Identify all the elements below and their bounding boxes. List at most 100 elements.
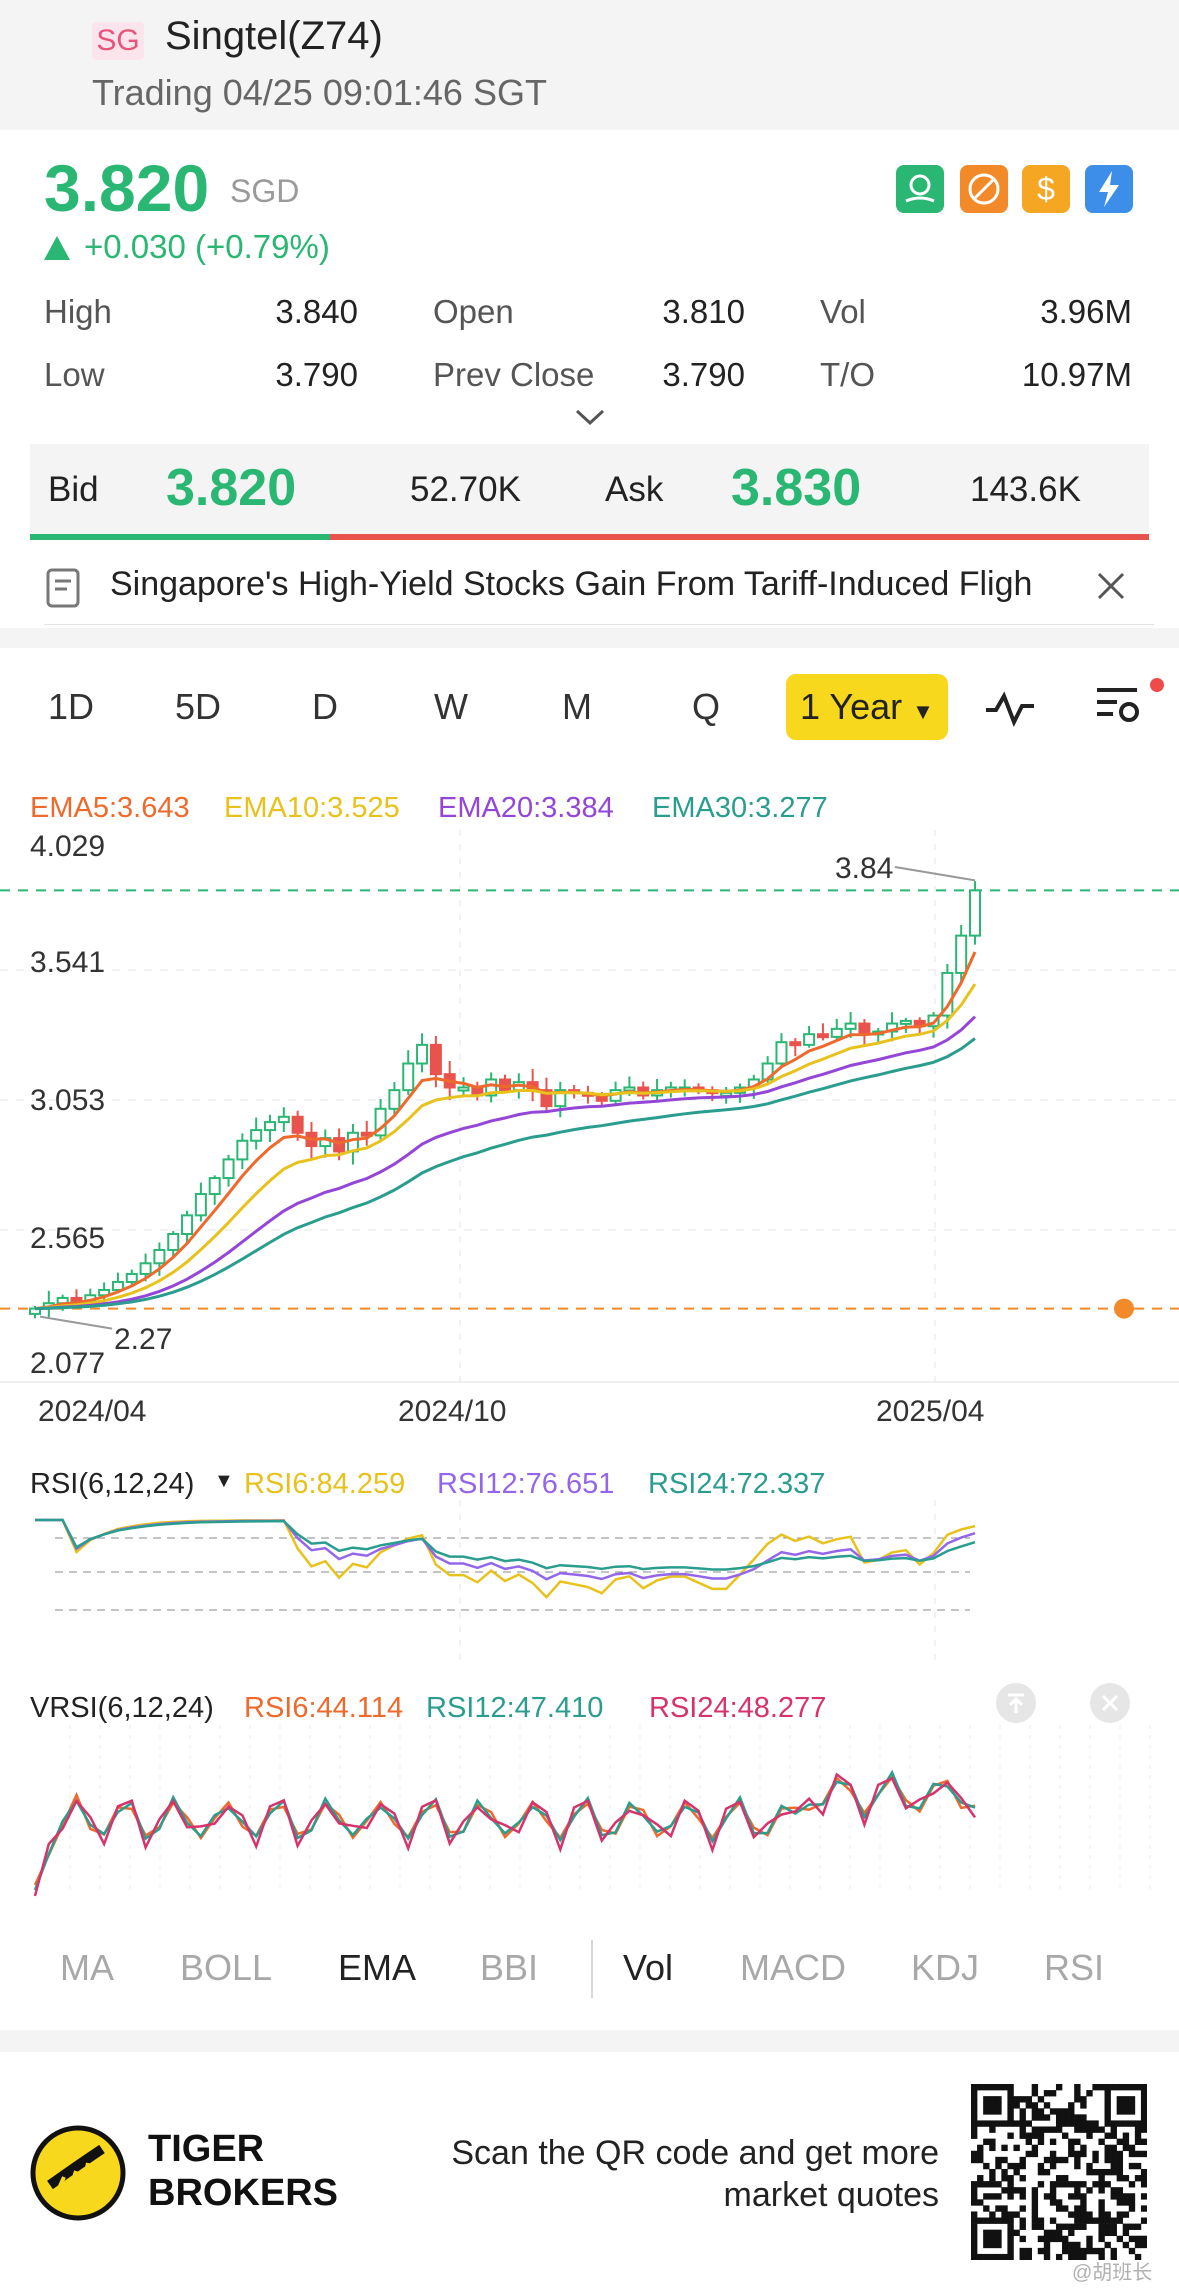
qr-module — [1049, 2108, 1057, 2115]
vrsi-chart[interactable] — [0, 1725, 1179, 1900]
qr-module — [1086, 2187, 1093, 2194]
orderbook-bar[interactable] — [30, 444, 1149, 540]
qr-module — [1031, 2211, 1039, 2218]
qr-module — [1062, 2223, 1069, 2230]
expand-chevron-icon[interactable] — [573, 405, 607, 434]
qr-module — [1086, 2235, 1093, 2243]
ema-line-ema30 — [34, 1037, 976, 1311]
qr-module — [1043, 2114, 1051, 2121]
close-indicator-icon[interactable] — [1090, 1683, 1130, 1723]
qr-module — [1068, 2247, 1075, 2255]
ask-ratio-bar — [330, 534, 1149, 540]
qr-module — [1128, 2108, 1136, 2115]
qr-module — [989, 2235, 996, 2243]
candlestick-chart[interactable] — [0, 830, 1179, 1390]
qr-code — [971, 2084, 1147, 2260]
qr-module — [971, 2132, 978, 2139]
high-leader-line — [894, 866, 976, 882]
qr-module — [1134, 2235, 1142, 2243]
qr-module — [1049, 2193, 1057, 2200]
qr-module — [1037, 2114, 1045, 2121]
qr-module — [1049, 2235, 1057, 2243]
lightning-icon[interactable] — [1085, 165, 1133, 213]
qr-module — [1043, 2102, 1051, 2109]
ind-tab-macd[interactable]: MACD — [740, 1947, 846, 1988]
qr-module — [1098, 2205, 1105, 2212]
tab-1-year[interactable]: 1 Year ▼ — [786, 674, 948, 740]
qr-module — [995, 2217, 1002, 2224]
qr-module — [1049, 2162, 1057, 2170]
news-headline[interactable]: Singapore's High-Yield Stocks Gain From … — [110, 565, 1033, 603]
news-banner[interactable]: Singapore's High-Yield Stocks Gain From … — [44, 553, 1154, 625]
qr-module — [1025, 2096, 1032, 2103]
dollar-icon[interactable]: $ — [1022, 165, 1070, 213]
qr-module — [1007, 2175, 1014, 2182]
ind-tab-bbi[interactable]: BBI — [480, 1947, 539, 1988]
tab-divider — [591, 1940, 593, 1998]
qr-module — [1013, 2187, 1020, 2194]
qr-module — [1110, 2193, 1117, 2200]
money-hand-icon[interactable] — [896, 165, 944, 213]
qr-module — [1128, 2144, 1136, 2152]
no-short-icon[interactable] — [960, 165, 1008, 213]
ind-tab-boll[interactable]: BOLL — [180, 1947, 273, 1988]
qr-module — [995, 2156, 1002, 2164]
qr-module — [1055, 2181, 1063, 2188]
qr-module — [1086, 2217, 1093, 2224]
rsi-chart[interactable] — [0, 1500, 1179, 1670]
chart-settings-icon[interactable] — [1093, 680, 1143, 735]
qr-module — [1031, 2132, 1039, 2139]
qr-module — [1092, 2120, 1099, 2127]
qr-module — [1013, 2096, 1020, 2103]
tab-1d[interactable]: 1D — [48, 686, 95, 727]
qr-module — [1098, 2187, 1105, 2194]
close-icon[interactable] — [1094, 569, 1128, 608]
qr-module — [1062, 2205, 1069, 2212]
tab-5d[interactable]: 5D — [175, 686, 222, 727]
qr-module — [1055, 2229, 1063, 2237]
ind-tab-ma[interactable]: MA — [60, 1947, 114, 1988]
ind-tab-ema[interactable]: EMA — [338, 1947, 417, 1988]
indicator-toggle-icon[interactable] — [982, 688, 1038, 733]
qr-module — [1068, 2241, 1075, 2249]
ind-tab-kdj[interactable]: KDJ — [911, 1947, 980, 1988]
ind-tab-vol[interactable]: Vol — [623, 1947, 674, 1988]
qr-module — [1080, 2199, 1087, 2206]
ind-tab-rsi[interactable]: RSI — [1044, 1947, 1105, 1988]
qr-module — [1055, 2205, 1063, 2212]
qr-module — [1068, 2114, 1075, 2121]
tab-day[interactable]: D — [312, 686, 338, 727]
tab-quarter[interactable]: Q — [692, 686, 721, 727]
section-divider — [0, 628, 1179, 648]
rsi-caret-icon[interactable]: ▼ — [214, 1470, 234, 1492]
qr-module — [1055, 2156, 1063, 2164]
qr-module — [1098, 2084, 1105, 2091]
qr-module — [1068, 2211, 1075, 2218]
qr-module — [971, 2229, 978, 2237]
candle-body — [803, 1033, 816, 1046]
qr-module — [1080, 2253, 1087, 2260]
pin-top-icon[interactable] — [996, 1683, 1036, 1723]
vrsi-line-1 — [33, 1769, 976, 1891]
qr-module — [1140, 2217, 1147, 2224]
vrsi-label[interactable]: VRSI(6,12,24) — [30, 1692, 214, 1724]
qr-module — [1031, 2108, 1039, 2115]
qr-module — [1128, 2199, 1136, 2206]
qr-module — [1098, 2217, 1105, 2224]
qr-module — [1134, 2138, 1142, 2145]
vrsi-line-0 — [33, 1775, 976, 1886]
tab-week[interactable]: W — [434, 686, 468, 727]
tab-month[interactable]: M — [562, 686, 592, 727]
qr-module — [1019, 2223, 1026, 2230]
qr-module — [1116, 2187, 1124, 2194]
qr-module — [1140, 2102, 1147, 2109]
candle-body — [236, 1139, 249, 1161]
bid-price: 3.820 — [166, 459, 297, 517]
rsi-label[interactable]: RSI(6,12,24) — [30, 1468, 195, 1500]
qr-module — [1043, 2253, 1051, 2260]
qr-module — [1140, 2181, 1147, 2188]
qr-module — [983, 2205, 990, 2212]
qr-module — [1037, 2168, 1045, 2176]
change-text: +0.030 (+0.79%) — [84, 228, 330, 265]
qr-module — [1001, 2156, 1008, 2164]
